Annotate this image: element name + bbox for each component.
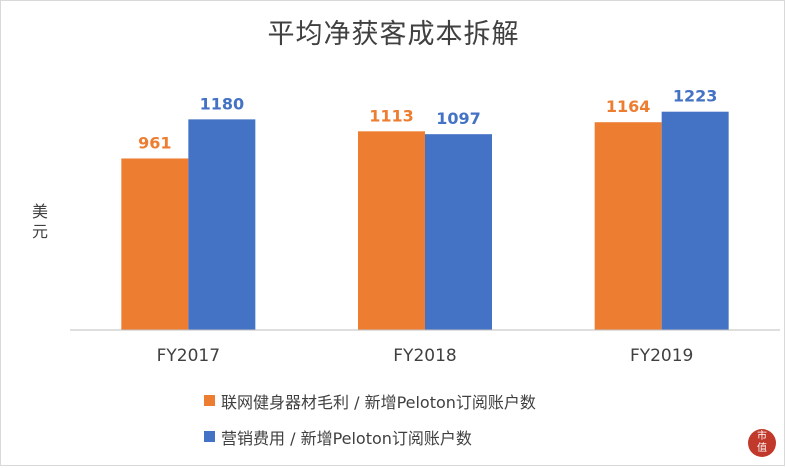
legend-swatch-orange bbox=[204, 395, 215, 406]
bar-fy2017-series-2 bbox=[188, 119, 256, 331]
x-tick-fy2017: FY2017 bbox=[157, 346, 220, 366]
data-label-fy2017-series-2: 1180 bbox=[200, 94, 245, 113]
data-label-fy2019-series-1: 1164 bbox=[606, 97, 651, 116]
data-label-fy2018-series-2: 1097 bbox=[436, 109, 481, 128]
legend-label-gross-margin: 联网健身器材毛利 / 新增Peloton订阅账户数 bbox=[221, 392, 536, 412]
y-axis-label: 美元 bbox=[31, 202, 48, 241]
bar-fy2019-series-2 bbox=[661, 111, 729, 330]
bar-fy2018-series-2 bbox=[425, 134, 492, 330]
legend-swatch-blue bbox=[204, 431, 215, 442]
legend-item-gross-margin: 联网健身器材毛利 / 新增Peloton订阅账户数 bbox=[204, 388, 536, 413]
x-tick-fy2018: FY2018 bbox=[393, 346, 456, 366]
data-label-fy2018-series-1: 1113 bbox=[369, 106, 414, 125]
legend-label-marketing: 营销费用 / 新增Peloton订阅账户数 bbox=[221, 428, 472, 448]
watermark-logo: 市值 bbox=[748, 429, 776, 457]
chart-title: 平均净获客成本拆解 bbox=[267, 19, 520, 50]
data-label-fy2017-series-1: 961 bbox=[138, 133, 171, 152]
x-tick-fy2019: FY2019 bbox=[630, 346, 693, 366]
bar-fy2019-series-1 bbox=[594, 122, 662, 330]
data-label-fy2019-series-2: 1223 bbox=[673, 87, 718, 106]
legend-item-marketing: 营销费用 / 新增Peloton订阅账户数 bbox=[204, 424, 536, 449]
bar-fy2018-series-1 bbox=[358, 131, 425, 330]
bar-fy2017-series-1 bbox=[121, 158, 189, 330]
legend: 联网健身器材毛利 / 新增Peloton订阅账户数 营销费用 / 新增Pelot… bbox=[204, 388, 536, 460]
